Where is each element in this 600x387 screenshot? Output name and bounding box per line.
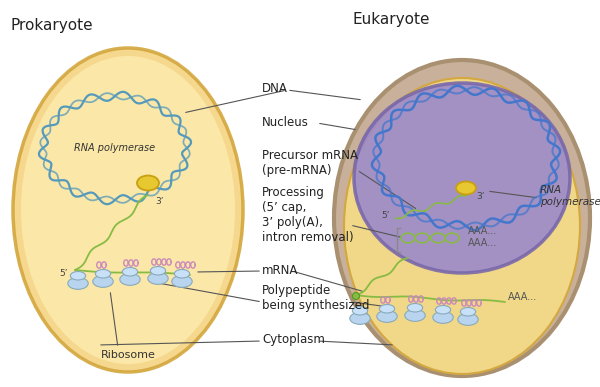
Text: 5’: 5’ xyxy=(59,269,68,277)
Text: Prokaryote: Prokaryote xyxy=(10,18,92,33)
Ellipse shape xyxy=(93,276,113,288)
Text: mRNA: mRNA xyxy=(262,264,298,276)
Ellipse shape xyxy=(377,310,397,322)
Ellipse shape xyxy=(13,48,243,372)
Ellipse shape xyxy=(120,274,140,285)
Text: Polypeptide
being synthesized: Polypeptide being synthesized xyxy=(262,284,370,312)
Ellipse shape xyxy=(334,60,590,376)
Text: AAA...: AAA... xyxy=(468,226,497,236)
Ellipse shape xyxy=(458,313,478,325)
Text: Ribosome: Ribosome xyxy=(101,350,155,360)
Text: Eukaryote: Eukaryote xyxy=(352,12,430,27)
Text: Nucleus: Nucleus xyxy=(262,115,309,128)
Text: Processing
(5’ cap,
3’ poly(A),
intron removal): Processing (5’ cap, 3’ poly(A), intron r… xyxy=(262,186,353,244)
Ellipse shape xyxy=(175,269,190,278)
Text: AAA...: AAA... xyxy=(468,238,497,248)
Ellipse shape xyxy=(21,56,235,364)
Ellipse shape xyxy=(70,272,86,280)
Circle shape xyxy=(353,293,359,300)
Ellipse shape xyxy=(344,78,580,374)
Text: AAA...: AAA... xyxy=(508,292,537,302)
Text: 3’: 3’ xyxy=(476,192,485,201)
Text: 5’: 5’ xyxy=(382,212,390,221)
Text: Cytoplasm: Cytoplasm xyxy=(262,334,325,346)
Ellipse shape xyxy=(352,307,368,315)
Ellipse shape xyxy=(436,305,451,314)
Ellipse shape xyxy=(354,83,570,273)
Ellipse shape xyxy=(151,267,166,275)
Ellipse shape xyxy=(460,308,476,316)
Text: DNA: DNA xyxy=(262,82,288,94)
Ellipse shape xyxy=(148,272,168,284)
Ellipse shape xyxy=(95,269,110,278)
Ellipse shape xyxy=(350,312,370,324)
Ellipse shape xyxy=(405,310,425,321)
Text: Precursor mRNA
(pre-mRNA): Precursor mRNA (pre-mRNA) xyxy=(262,149,358,177)
Ellipse shape xyxy=(137,175,159,190)
Ellipse shape xyxy=(379,305,395,313)
Ellipse shape xyxy=(456,182,476,195)
Ellipse shape xyxy=(407,303,422,312)
Ellipse shape xyxy=(433,312,453,324)
Text: RNA polymerase: RNA polymerase xyxy=(74,143,155,153)
Ellipse shape xyxy=(172,276,192,288)
Text: RNA
polymerase: RNA polymerase xyxy=(540,185,600,207)
Text: 3’: 3’ xyxy=(155,197,163,206)
Ellipse shape xyxy=(122,267,137,276)
Ellipse shape xyxy=(68,277,88,289)
